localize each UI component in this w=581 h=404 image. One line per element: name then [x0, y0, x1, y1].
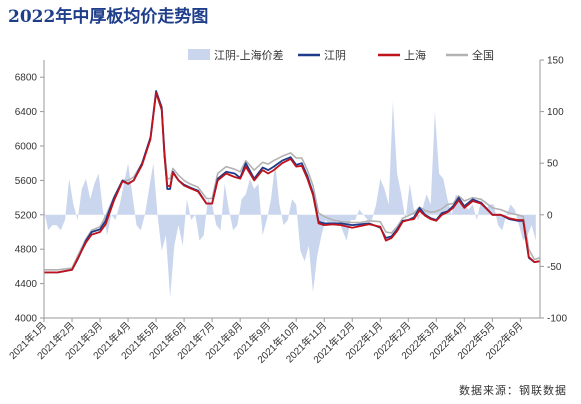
y-left-tick-label: 6400: [15, 107, 38, 118]
y-right-tick-label: 100: [547, 107, 564, 118]
y-left-tick-label: 4400: [15, 279, 38, 290]
data-source-note: 数据来源：钢联数据: [459, 385, 567, 397]
spread-area-layer: [44, 101, 536, 298]
series-line-2: [44, 91, 541, 274]
chart-title: 2022年中厚板均价走势图: [8, 7, 209, 27]
y-left-tick-label: 5200: [15, 210, 38, 221]
y-right-tick-label: 0: [547, 210, 553, 221]
series-area-spread: [44, 101, 536, 298]
y-left-tick-label: 4800: [15, 245, 38, 256]
legend-label: 江阴: [324, 49, 346, 62]
y-left-tick-label: 4000: [15, 314, 38, 325]
price-lines-layer: [44, 90, 541, 274]
y-left-tick-label: 5600: [15, 176, 38, 187]
legend-label: 江阴-上海价差: [214, 48, 284, 62]
y-right-tick-label: -50: [547, 262, 562, 273]
legend-label: 全国: [472, 48, 494, 62]
y-left-tick-label: 6000: [15, 142, 38, 153]
y-left-tick-label: 6800: [15, 73, 38, 84]
series-line-1: [44, 90, 541, 274]
legend: 江阴-上海价差 江阴 上海 全国: [188, 48, 494, 62]
series-line-3: [44, 92, 541, 271]
y-right-tick-label: 50: [547, 159, 559, 170]
legend-swatch-area: [188, 49, 210, 60]
y-right-tick-label: -100: [547, 314, 567, 325]
y-right-tick-label: 150: [547, 56, 564, 67]
legend-label: 上海: [404, 48, 426, 62]
